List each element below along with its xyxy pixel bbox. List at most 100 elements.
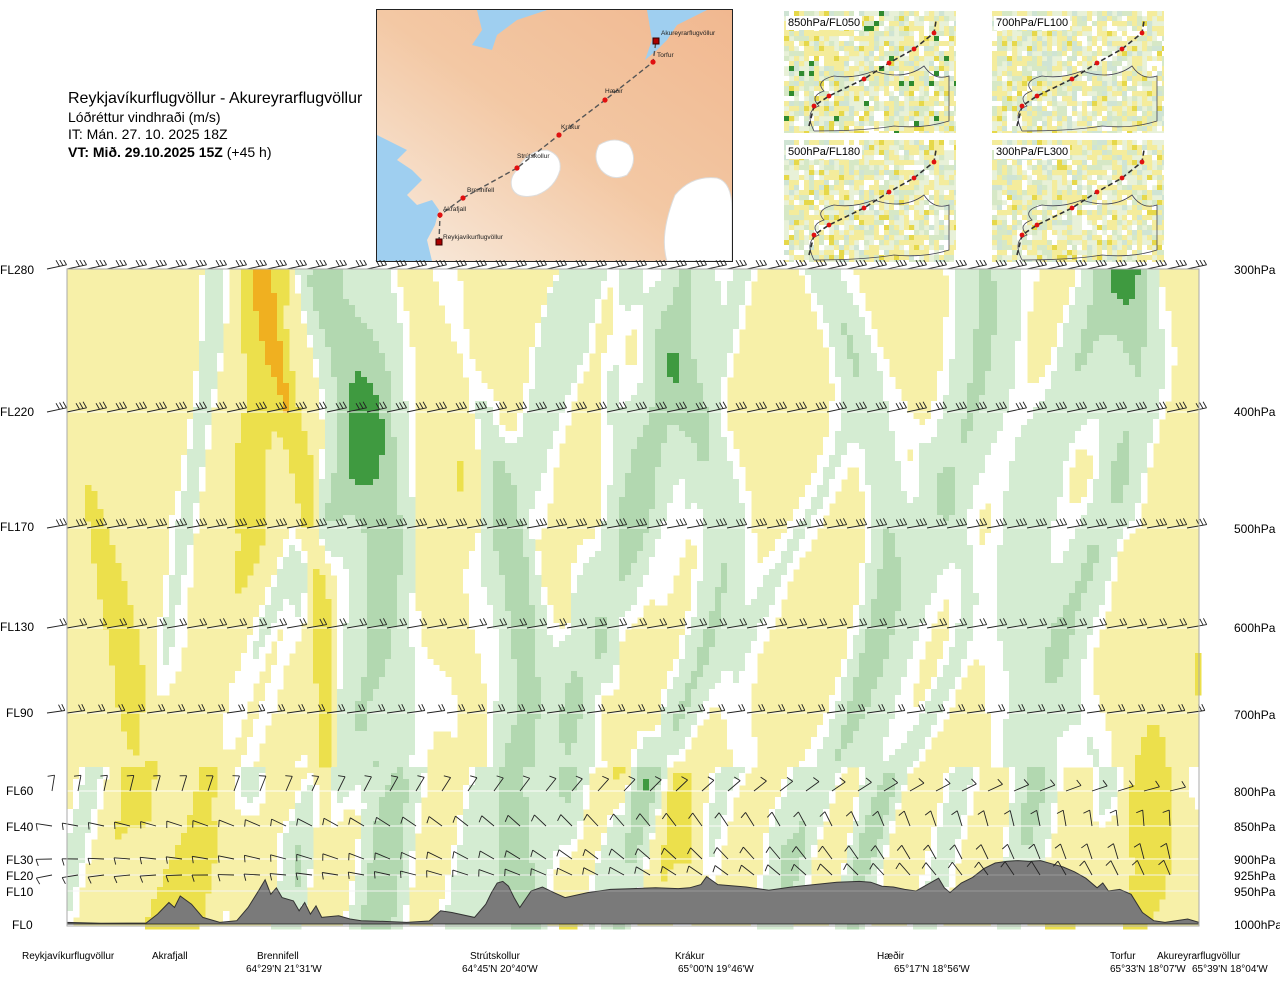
wind-barb [1013, 779, 1030, 792]
wind-barb [1146, 401, 1167, 413]
wind-barb [714, 812, 729, 827]
wind-barb [843, 863, 859, 876]
map-station-reykjavik [435, 238, 443, 246]
wind-barb [506, 704, 526, 714]
wind-barb [706, 401, 727, 413]
wind-barb [426, 870, 443, 878]
wind-barb [46, 618, 68, 629]
fl-label-220: FL220 [0, 405, 35, 419]
wind-barb [746, 518, 768, 529]
thumbnail-300hpa[interactable]: 300hPa/FL300 [992, 140, 1164, 262]
wind-barb [286, 401, 307, 413]
wind-barb [246, 518, 268, 529]
wind-barb [946, 518, 968, 529]
route-map-svg: Reykjavíkurflugvöllur Akrafjall Brennife… [377, 10, 732, 261]
hpa-label-1000: 1000hPa [1234, 918, 1280, 932]
wind-barb [206, 775, 214, 792]
fl-label-130: FL130 [0, 620, 35, 634]
hpa-label-950: 950hPa [1234, 885, 1276, 899]
wind-barb [1026, 518, 1048, 529]
wind-barb [906, 618, 928, 629]
wind-barb [646, 618, 668, 629]
wind-barb [186, 401, 207, 413]
wind-barb [366, 518, 388, 529]
wind-barb [634, 848, 651, 860]
wind-barb [1046, 401, 1067, 413]
wind-barb [1106, 618, 1128, 629]
wind-barb [126, 260, 147, 270]
wind-barb [606, 401, 627, 413]
wind-barb [506, 518, 528, 529]
wind-barb [426, 401, 447, 413]
wind-barb [486, 401, 507, 413]
wind-barb [1109, 809, 1119, 827]
wind-barb [1083, 809, 1093, 827]
thumbnail-700hpa[interactable]: 700hPa/FL100 [992, 11, 1164, 133]
wind-barb [1146, 518, 1168, 529]
wind-barb [66, 704, 86, 714]
wind-barb [766, 401, 787, 413]
wind-barb [386, 401, 407, 413]
wind-barb [686, 618, 708, 629]
wind-barb [712, 865, 729, 876]
wind-barb [806, 704, 826, 714]
wind-barb [266, 618, 288, 629]
wind-barb [1039, 779, 1056, 792]
map-station-akrafjall [437, 212, 443, 218]
wind-barb [526, 704, 546, 714]
wind-barb [218, 819, 235, 828]
wind-barb [583, 813, 599, 827]
wind-barb [738, 864, 755, 876]
map-ice-langjokull [510, 149, 561, 197]
wind-barb [686, 865, 703, 876]
wind-barb [713, 847, 729, 860]
wind-barb [961, 778, 977, 792]
wind-barb [987, 778, 1003, 792]
wind-barb [166, 518, 188, 529]
fl-label-170: FL170 [0, 520, 35, 534]
wind-barb [896, 844, 911, 860]
fl-label-40: FL40 [6, 820, 34, 834]
wind-barb [166, 618, 188, 629]
wind-barb [844, 845, 859, 860]
wind-barb [826, 401, 847, 413]
wind-barb [764, 864, 781, 876]
hpa-label-850: 850hPa [1234, 820, 1276, 834]
thumbnail-500hpa[interactable]: 500hPa/FL180 [784, 140, 956, 262]
wind-barb [35, 874, 53, 885]
wind-barb [153, 775, 161, 792]
wind-barb [686, 518, 708, 529]
thumbnail-500hpa-label: 500hPa/FL180 [786, 145, 863, 159]
wind-barb [866, 401, 887, 413]
map-ice-hofsjokull [595, 139, 634, 179]
wind-barb [688, 812, 703, 827]
wind-barb [1066, 618, 1088, 629]
wind-barb [935, 778, 951, 792]
wind-barb [206, 260, 227, 270]
wind-barb [786, 260, 807, 270]
wind-barb [86, 518, 108, 529]
wind-barb [87, 874, 105, 884]
wind-barb [1126, 260, 1147, 270]
wind-barb [269, 873, 287, 881]
wind-barb [526, 260, 547, 270]
wind-barb [270, 818, 287, 827]
chart-subtitle: Lóðréttur vindhraði (m/s) [68, 109, 221, 125]
hpa-label-500: 500hPa [1234, 522, 1276, 536]
wind-barb [386, 618, 408, 629]
wind-barb [106, 401, 127, 413]
wind-barb [406, 260, 427, 270]
wind-barb [626, 401, 647, 413]
wind-barb [446, 401, 467, 413]
thumbnail-850hpa[interactable]: 850hPa/FL050 [784, 11, 956, 133]
wind-barb [1143, 780, 1160, 792]
fl-label-0: FL0 [12, 918, 33, 932]
wind-barb [926, 518, 948, 529]
wind-barb [686, 704, 706, 714]
wind-barb [816, 863, 833, 876]
wind-barb [819, 811, 833, 827]
wind-barb [217, 874, 235, 882]
wind-barb [374, 852, 391, 860]
wind-barb [546, 618, 568, 629]
wind-barb [243, 873, 261, 881]
